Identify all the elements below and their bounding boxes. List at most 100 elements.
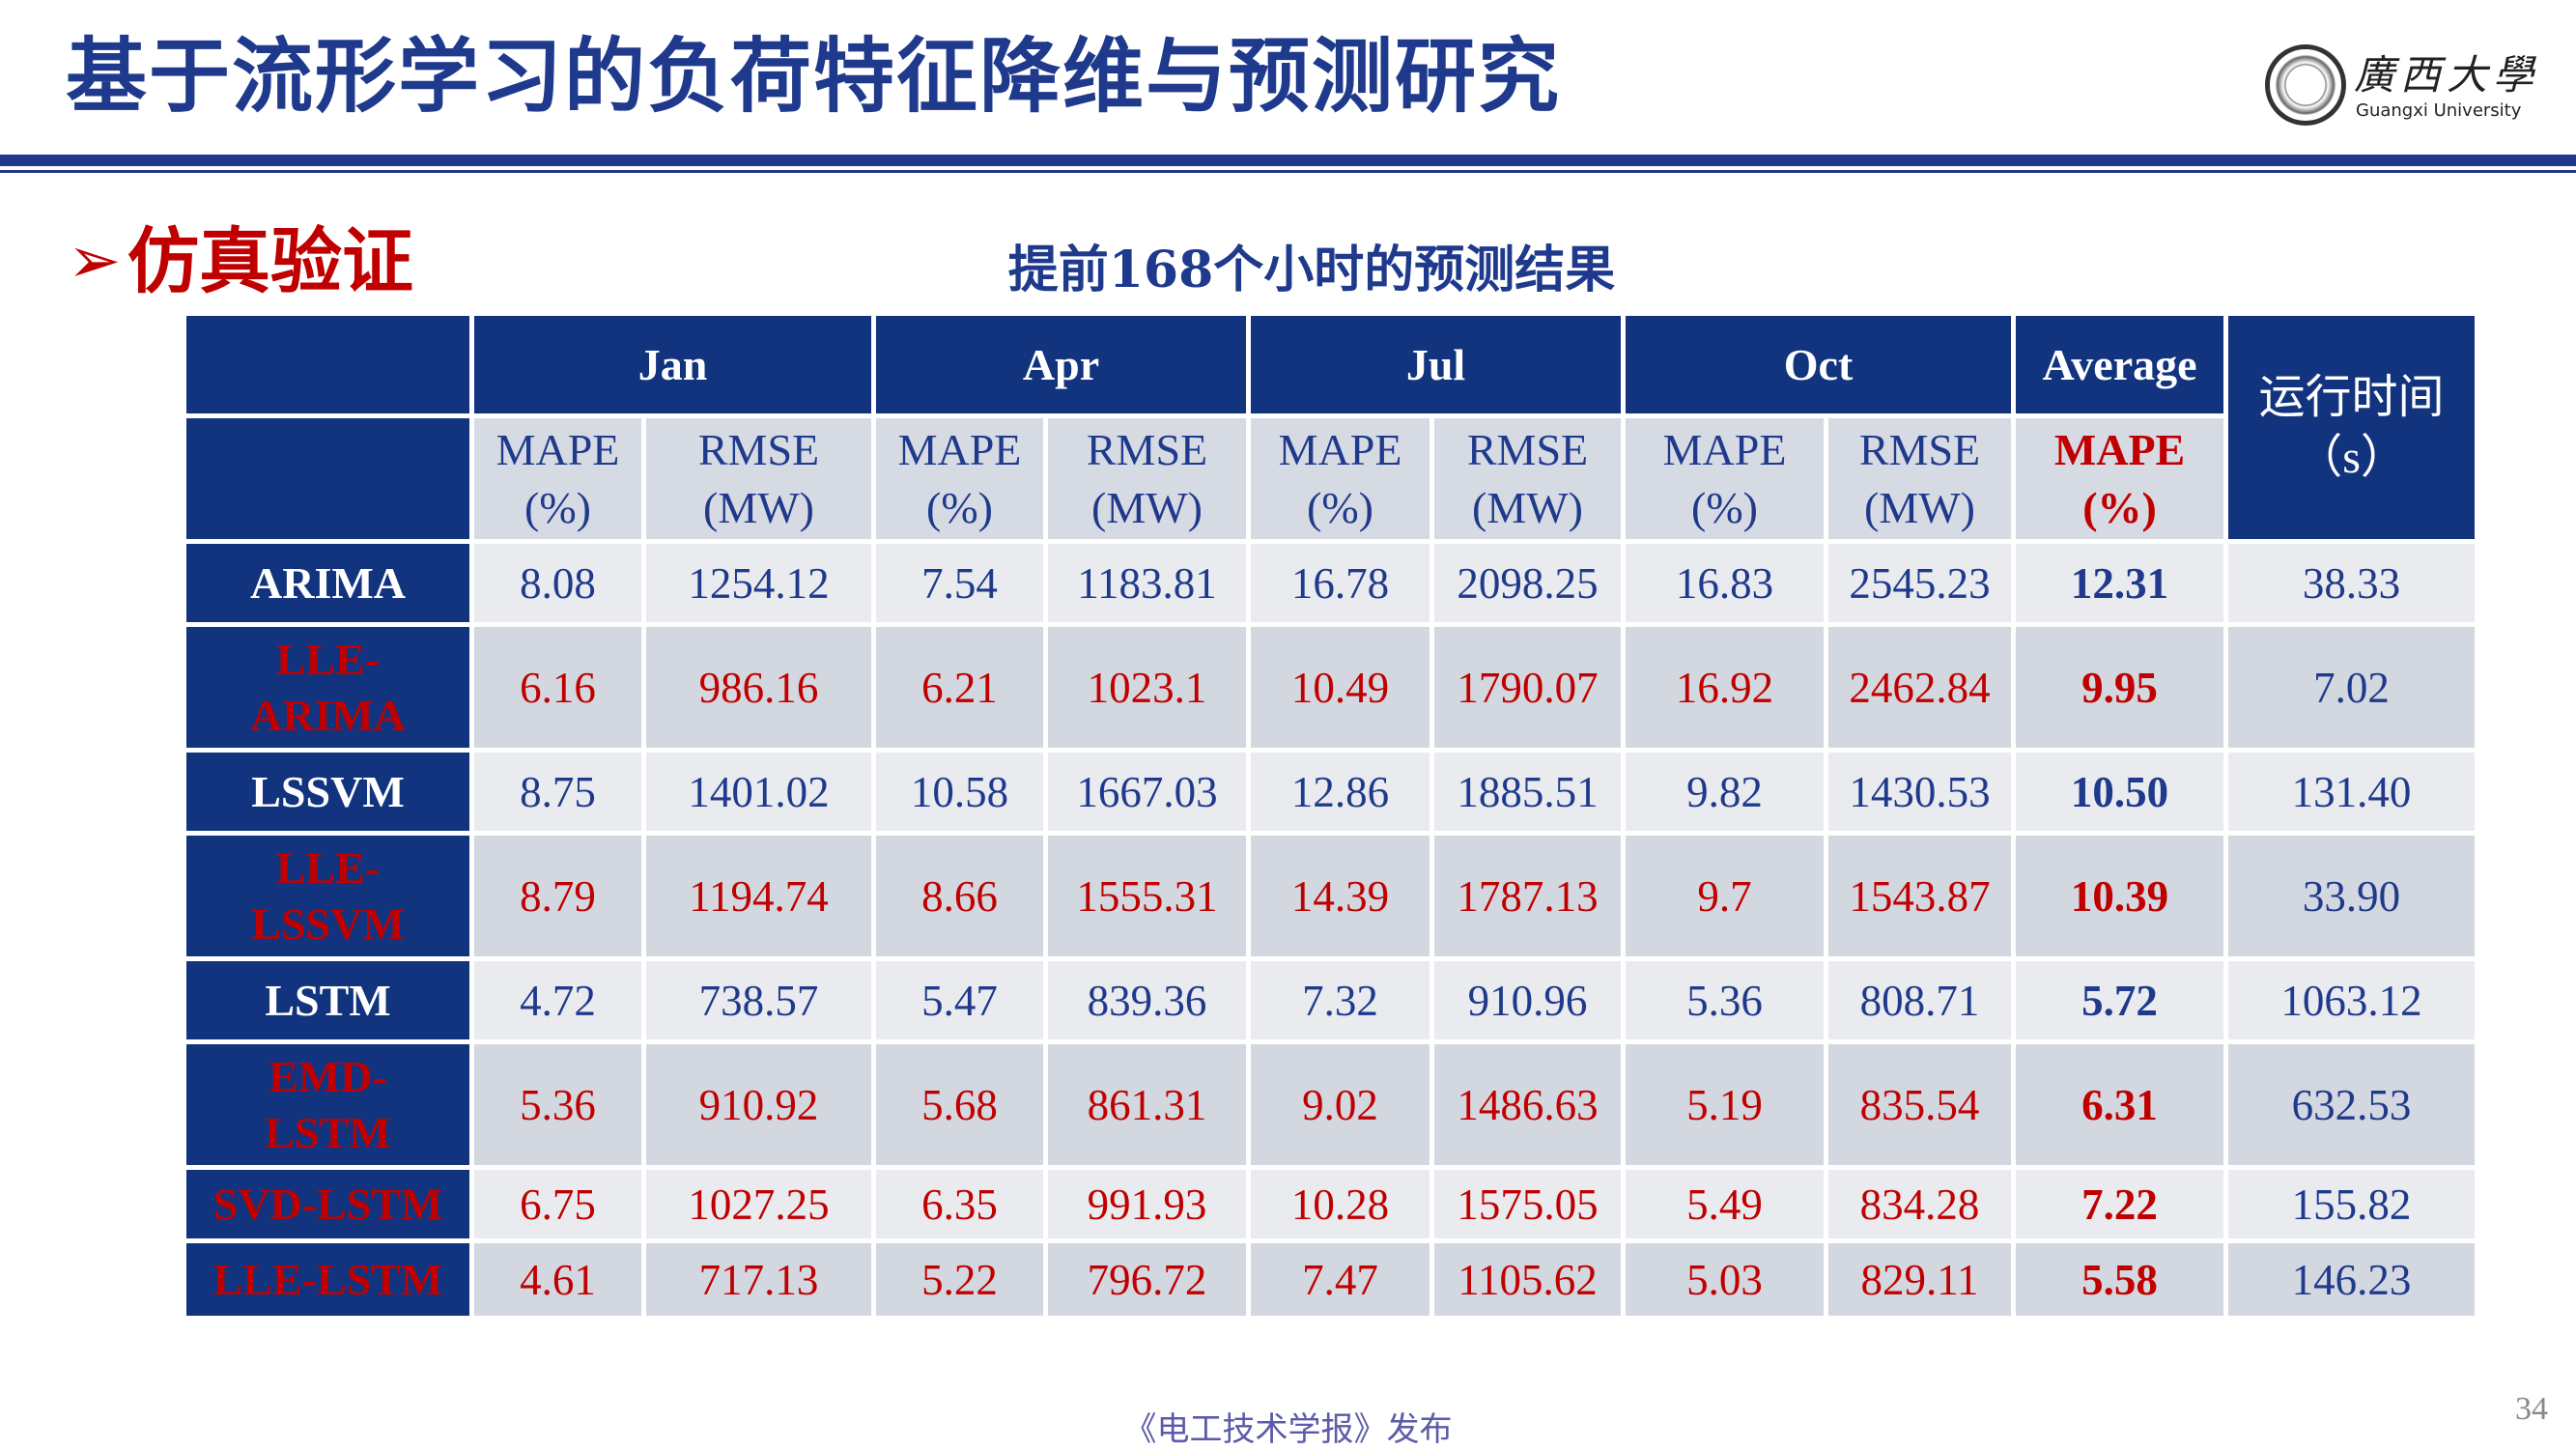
metric-name: RMSE [697,424,820,474]
rmse-cell: 910.92 [641,1039,876,1170]
runtime-cell: 7.02 [2223,622,2480,753]
logo-english-name: Guangxi University [2356,100,2522,121]
model-name-line: EMD- [269,1051,387,1101]
rmse-header: RMSE (MW) [1430,413,1627,544]
month-header: Apr [870,311,1252,418]
model-name-line: SVD-LSTM [212,1179,443,1229]
model-name-cell: ARIMA [182,539,474,627]
rmse-cell: 1183.81 [1042,539,1252,627]
mape-cell: 7.54 [871,539,1048,627]
university-logo: 廣西大學 Guangxi University [2265,43,2534,135]
table-row: SVD-LSTM 6.75 1027.25 6.35 991.93 10.28 1575.0… [182,1165,2480,1243]
title-divider [0,155,2576,166]
metric-unit: (%) [2082,482,2157,532]
rmse-cell: 829.11 [1824,1238,2017,1321]
metric-name: MAPE [1278,424,1402,474]
table-row: ARIMA 8.08 1254.12 7.54 1183.81 16.78 2098.25 1… [182,539,2480,627]
month-header: Oct [1621,311,2017,418]
table-caption: 提前168个小时的预测结果 [1007,241,1616,299]
rmse-cell: 1027.25 [641,1165,876,1243]
slide-title: 基于流形学习的负荷特征降维与预测研究 [66,29,1562,124]
table-row: LSTM 4.72 738.57 5.47 839.36 7.32 910.96 5.36 80… [182,956,2480,1044]
metric-unit: (%) [926,482,993,532]
mape-header: MAPE (%) [1621,413,1829,544]
metric-unit: (MW) [703,482,814,532]
model-name-cell: SVD-LSTM [182,1165,474,1243]
rmse-cell: 1430.53 [1824,748,2017,836]
mape-cell: 9.02 [1246,1039,1435,1170]
metric-name: MAPE [897,424,1022,474]
metric-name: RMSE [1858,424,1981,474]
university-seal-icon [2265,44,2346,126]
mape-cell: 14.39 [1246,831,1435,961]
model-name-cell: LLE- ARIMA [182,622,474,753]
rmse-cell: 910.96 [1430,956,1627,1044]
metric-name: MAPE [1662,424,1787,474]
mape-cell: 5.22 [871,1238,1048,1321]
rmse-cell: 796.72 [1042,1238,1252,1321]
model-name-line: LSTM [265,975,391,1025]
metric-unit: (%) [1691,482,1758,532]
model-name-line: LLE- [275,842,381,893]
average-mape-header: MAPE (%) [2011,413,2229,544]
month-header: Jul [1246,311,1627,418]
runtime-cell: 146.23 [2223,1238,2480,1321]
rmse-cell: 1787.13 [1430,831,1627,961]
mape-cell: 5.68 [871,1039,1048,1170]
mape-cell: 8.66 [871,831,1048,961]
month-header: Jan [469,311,876,418]
model-name-line: LSTM [265,1107,391,1157]
mape-cell: 5.47 [871,956,1048,1044]
rmse-cell: 1555.31 [1042,831,1252,961]
rmse-cell: 835.54 [1824,1039,2017,1170]
metric-name: RMSE [1466,424,1589,474]
model-name-line: ARIMA [250,557,406,608]
rmse-header: RMSE (MW) [1824,413,2017,544]
rmse-cell: 986.16 [641,622,876,753]
mape-cell: 16.83 [1621,539,1829,627]
rmse-cell: 1885.51 [1430,748,1627,836]
runtime-header: 运行时间 （s） [2223,311,2480,544]
title-divider-thin [0,170,2576,173]
model-name-line: LSSVM [251,898,405,949]
rmse-header: RMSE (MW) [641,413,876,544]
rmse-cell: 834.28 [1824,1165,2017,1243]
mape-cell: 4.61 [469,1238,646,1321]
mape-cell: 16.92 [1621,622,1829,753]
rmse-cell: 1486.63 [1430,1039,1627,1170]
average-header: Average [2011,311,2229,418]
rmse-cell: 1790.07 [1430,622,1627,753]
rmse-cell: 808.71 [1824,956,2017,1044]
metric-unit: (%) [1307,482,1373,532]
table-row: LLE- LSSVM 8.79 1194.74 8.66 1555.31 14.39 1787… [182,831,2480,961]
model-name-cell: LSTM [182,956,474,1044]
mape-cell: 4.72 [469,956,646,1044]
mape-cell: 8.75 [469,748,646,836]
rmse-cell: 1575.05 [1430,1165,1627,1243]
rmse-cell: 738.57 [641,956,876,1044]
rmse-cell: 2545.23 [1824,539,2017,627]
mape-cell: 10.28 [1246,1165,1435,1243]
model-name-cell: EMD- LSTM [182,1039,474,1170]
table-corner-cell [182,311,474,418]
runtime-cell: 1063.12 [2223,956,2480,1044]
average-mape-cell: 10.50 [2011,748,2229,836]
logo-chinese-name: 廣西大學 [2354,51,2540,99]
rmse-cell: 861.31 [1042,1039,1252,1170]
mape-cell: 8.79 [469,831,646,961]
rmse-cell: 717.13 [641,1238,876,1321]
model-name-line: LSSVM [251,766,405,816]
table-body: ARIMA 8.08 1254.12 7.54 1183.81 16.78 2098.25 1… [182,539,2480,1321]
runtime-cell: 131.40 [2223,748,2480,836]
rmse-cell: 1401.02 [641,748,876,836]
metric-name: MAPE [2053,424,2186,474]
mape-cell: 8.08 [469,539,646,627]
table-row: LLE- ARIMA 6.16 986.16 6.21 1023.1 10.49 1790.0… [182,622,2480,753]
rmse-cell: 1543.87 [1824,831,2017,961]
page-number: 34 [2515,1391,2548,1427]
mape-cell: 5.49 [1621,1165,1829,1243]
table-corner-cell [182,413,474,544]
average-mape-cell: 7.22 [2011,1165,2229,1243]
metric-unit: (%) [524,482,591,532]
rmse-cell: 1105.62 [1430,1238,1627,1321]
